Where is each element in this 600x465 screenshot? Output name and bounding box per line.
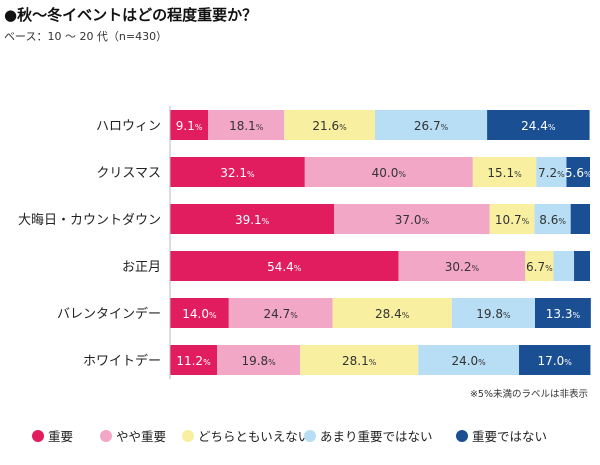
data-label: 40.0% bbox=[372, 166, 407, 180]
data-label: 15.1% bbox=[487, 166, 522, 180]
bar-segment bbox=[570, 204, 590, 234]
data-label: 7.2% bbox=[538, 166, 565, 180]
bar-segment bbox=[553, 251, 575, 281]
data-label: 9.1% bbox=[176, 119, 203, 133]
bar-segment bbox=[574, 251, 590, 281]
bar-segment bbox=[217, 345, 301, 375]
category-label: お正月 bbox=[122, 260, 161, 275]
bar-segment bbox=[304, 157, 473, 187]
bar-segment bbox=[418, 345, 520, 375]
chart-subtitle: ベース：10 〜 20 代（n=430） bbox=[4, 30, 168, 43]
bar-segment bbox=[170, 345, 218, 375]
legend-label: あまり重要ではない bbox=[320, 429, 433, 444]
bar-segment bbox=[170, 298, 229, 328]
data-label: 39.1% bbox=[235, 213, 270, 227]
bar-segment bbox=[170, 251, 399, 281]
category-label: ホワイトデー bbox=[83, 353, 161, 369]
data-label: 11.2% bbox=[176, 354, 211, 368]
data-label: 21.6% bbox=[312, 119, 347, 133]
bar-segment bbox=[300, 345, 419, 375]
data-label: 28.4% bbox=[375, 307, 410, 321]
bar-segment bbox=[534, 298, 591, 328]
data-label: 19.8% bbox=[476, 307, 511, 321]
bar-segment bbox=[489, 204, 535, 234]
data-label: 8.6% bbox=[539, 213, 566, 227]
bar-segment bbox=[536, 157, 567, 187]
data-label: 24.0% bbox=[451, 354, 486, 368]
data-label: 13.3% bbox=[546, 307, 581, 321]
data-label: 17.0% bbox=[538, 354, 573, 368]
data-label: 32.1% bbox=[220, 166, 255, 180]
bar-segment bbox=[519, 345, 591, 375]
bar-segment bbox=[534, 204, 571, 234]
category-label: ハロウィン bbox=[96, 119, 161, 134]
data-label: 28.1% bbox=[342, 354, 377, 368]
category-label: クリスマス bbox=[96, 166, 161, 181]
data-label: 14.0% bbox=[182, 307, 217, 321]
data-label: 18.1% bbox=[229, 119, 264, 133]
bar-segment bbox=[334, 204, 490, 234]
legend-label: やや重要 bbox=[116, 429, 166, 444]
bar-segment bbox=[170, 204, 335, 234]
legend-marker bbox=[456, 430, 468, 442]
data-label: 54.4% bbox=[267, 260, 302, 274]
legend-marker bbox=[32, 430, 44, 442]
legend-label: 重要ではない bbox=[472, 429, 547, 444]
bar-segment bbox=[170, 110, 209, 140]
data-label: 6.7% bbox=[526, 260, 553, 274]
legend-marker bbox=[182, 430, 194, 442]
legend-label: どちらともいえない bbox=[198, 429, 310, 444]
bar-segment bbox=[228, 298, 333, 328]
bar-segment bbox=[472, 157, 537, 187]
category-label: 大晦日・カウントダウン bbox=[18, 213, 161, 228]
data-label: 37.0% bbox=[395, 213, 430, 227]
legend-marker bbox=[100, 430, 112, 442]
category-label: バレンタインデー bbox=[57, 306, 161, 322]
legend-marker bbox=[304, 430, 316, 442]
bar-segment bbox=[208, 110, 285, 140]
bar-segment bbox=[332, 298, 452, 328]
data-label: 19.8% bbox=[241, 354, 276, 368]
label-note: ※5%未満のラベルは非表示 bbox=[469, 389, 588, 400]
data-label: 26.7% bbox=[414, 119, 449, 133]
bar-segment bbox=[566, 157, 590, 187]
legend-label: 重要 bbox=[48, 429, 73, 444]
bar-segment bbox=[451, 298, 535, 328]
data-label: 10.7% bbox=[495, 213, 530, 227]
bar-segment bbox=[525, 251, 554, 281]
bar-segment bbox=[374, 110, 488, 140]
bar-segment bbox=[170, 157, 305, 187]
chart-title: ●秋〜冬イベントはどの程度重要か？ bbox=[4, 6, 258, 24]
bar-segment bbox=[284, 110, 375, 140]
bar-segment bbox=[398, 251, 526, 281]
data-label: 30.2% bbox=[445, 260, 480, 274]
data-label: 5.6% bbox=[565, 166, 592, 180]
data-label: 24.7% bbox=[264, 307, 299, 321]
bar-segment bbox=[487, 110, 590, 140]
data-label: 24.4% bbox=[521, 119, 556, 133]
